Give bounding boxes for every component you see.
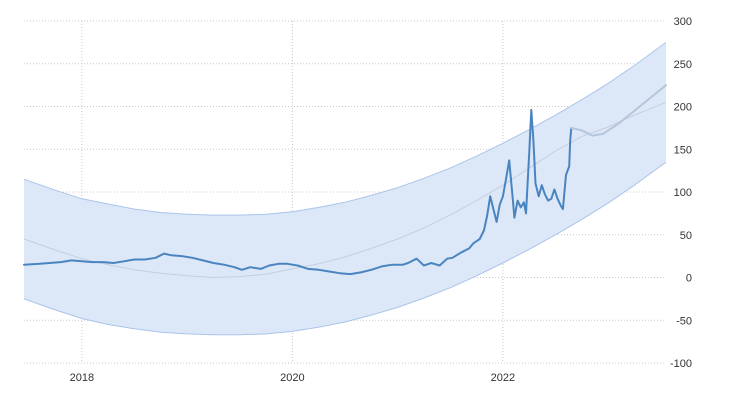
confidence-band [23, 41, 667, 336]
x-tick-label: 2020 [280, 372, 304, 384]
y-tick-label: -100 [670, 358, 692, 370]
y-tick-label: 150 [674, 144, 692, 156]
series-lines [23, 84, 667, 276]
historical-series-line [23, 108, 573, 276]
y-tick-label: -50 [676, 315, 692, 327]
forecast-series-line [570, 84, 667, 137]
band-area [24, 42, 666, 335]
x-tick-label: 2022 [491, 372, 515, 384]
band-upper-edge [23, 41, 667, 216]
trend-line [23, 101, 667, 279]
band-lower-edge [23, 161, 667, 336]
y-axis-ticks: 300 250 200 150 100 50 0 -50 -100 [670, 16, 692, 370]
x-axis-ticks: 2018 2020 2022 [70, 372, 515, 384]
y-tick-label: 50 [680, 230, 692, 242]
y-tick-label: 250 [674, 59, 692, 71]
y-tick-label: 300 [674, 16, 692, 28]
x-tick-label: 2018 [70, 372, 94, 384]
y-tick-label: 200 [674, 102, 692, 114]
trend-curve [23, 101, 667, 279]
y-tick-label: 0 [686, 273, 692, 285]
y-tick-label: 100 [674, 187, 692, 199]
